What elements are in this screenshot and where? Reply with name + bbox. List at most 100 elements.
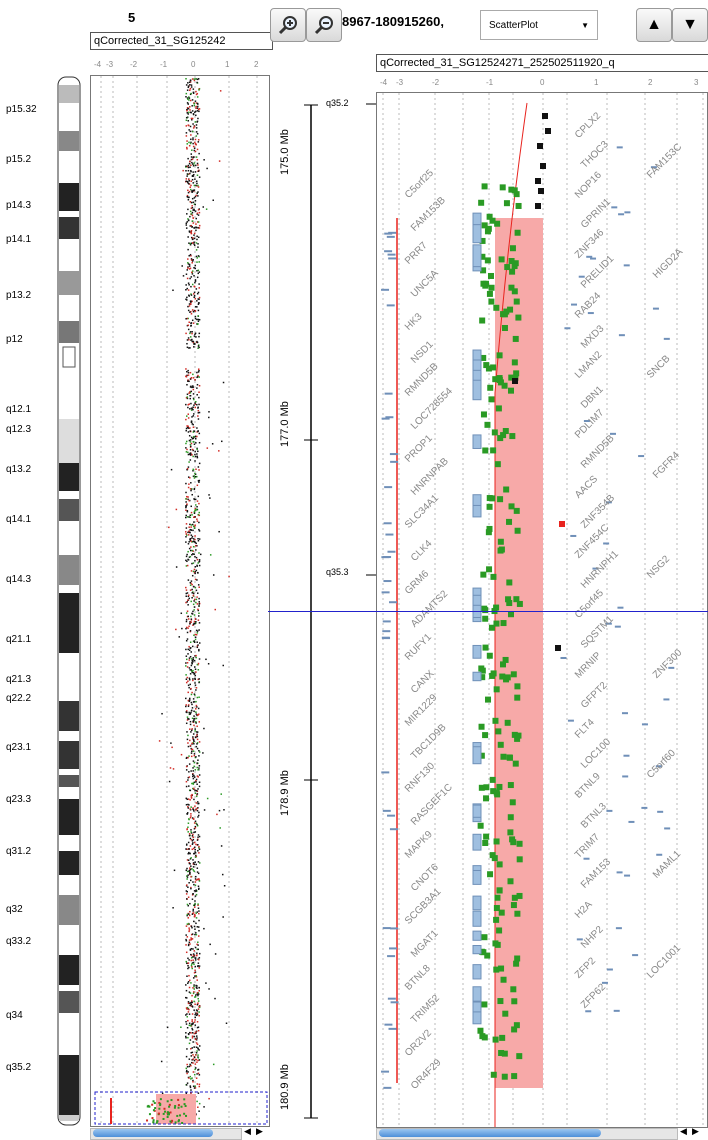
- left-scrollbar[interactable]: [90, 1128, 242, 1140]
- data-point: [198, 559, 201, 561]
- data-point: [198, 271, 201, 273]
- data-point: [192, 1062, 194, 1064]
- data-point: [496, 887, 503, 894]
- triangle-left-icon[interactable]: ◀: [680, 1126, 687, 1136]
- data-point: [187, 309, 190, 312]
- data-point: [198, 910, 200, 912]
- data-point: [196, 987, 198, 990]
- data-point: [191, 835, 194, 837]
- data-point: [190, 303, 192, 306]
- triangle-right-icon[interactable]: ▶: [256, 1126, 263, 1136]
- data-point: [189, 488, 192, 490]
- plot-type-select[interactable]: ScatterPlot ▼: [480, 10, 598, 40]
- data-point: [185, 601, 187, 604]
- data-point: [193, 710, 195, 713]
- data-point: [198, 1014, 200, 1017]
- data-point: [218, 530, 220, 533]
- triangle-right-icon[interactable]: ▶: [692, 1126, 699, 1136]
- left-scatter-panel[interactable]: [90, 75, 270, 1127]
- data-point: [197, 562, 199, 564]
- data-point: [195, 863, 197, 866]
- data-point: [182, 275, 185, 277]
- data-point: [188, 1008, 190, 1011]
- data-point: [192, 910, 194, 912]
- data-point: [512, 760, 519, 767]
- data-point: [186, 662, 189, 664]
- data-point: [208, 411, 210, 413]
- scroll-up-button[interactable]: ▲: [636, 8, 672, 42]
- data-point: [197, 993, 200, 995]
- data-point: [198, 391, 200, 393]
- right-track-label[interactable]: qCorrected_31_SG12524271_252502511920_q: [376, 54, 708, 72]
- data-point: [193, 346, 195, 348]
- data-point: [198, 1049, 200, 1051]
- data-point: [198, 432, 201, 435]
- data-point: [188, 124, 190, 127]
- data-point: [189, 84, 191, 86]
- data-point: [190, 313, 193, 315]
- data-point: [198, 957, 201, 959]
- data-point: [511, 288, 518, 295]
- data-point: [188, 190, 191, 193]
- data-point: [188, 1022, 191, 1025]
- data-point: [187, 417, 190, 419]
- data-point: [195, 164, 197, 167]
- right-scrollbar[interactable]: [376, 1128, 678, 1140]
- chromosome-ideogram[interactable]: [0, 75, 90, 1130]
- data-point: [195, 922, 197, 925]
- data-point: [187, 107, 190, 110]
- data-point: [194, 769, 197, 771]
- data-point: [192, 1085, 195, 1087]
- data-point: [185, 427, 188, 430]
- data-point: [507, 829, 514, 836]
- triangle-left-icon[interactable]: ◀: [244, 1126, 251, 1136]
- band-label: q21.3: [6, 674, 32, 685]
- data-point: [504, 719, 511, 726]
- data-point: [189, 277, 191, 280]
- data-point: [191, 206, 194, 209]
- scroll-down-button[interactable]: ▼: [672, 8, 708, 42]
- zoom-out-button[interactable]: [306, 8, 342, 42]
- data-point: [192, 807, 194, 809]
- data-point: [193, 798, 195, 801]
- data-point: [479, 667, 486, 674]
- data-point: [193, 753, 196, 755]
- left-track-label[interactable]: qCorrected_31_SG125242: [90, 32, 273, 50]
- data-point: [187, 374, 190, 376]
- data-point: [191, 691, 193, 694]
- data-point: [194, 475, 197, 478]
- data-point: [197, 538, 199, 540]
- right-scatter-panel[interactable]: C5orf25 FAM153B PRR7 UNC5A HK3 NSD1 RMND5B LOC7…: [376, 92, 708, 1128]
- data-point: [189, 673, 192, 675]
- data-point: [198, 469, 200, 471]
- data-point: [196, 107, 199, 109]
- data-point: [194, 636, 197, 639]
- data-point: [192, 657, 195, 659]
- data-point: [193, 740, 195, 743]
- data-point: [187, 826, 189, 828]
- data-point: [190, 876, 192, 878]
- gene-tick: [603, 542, 610, 545]
- data-point: [189, 111, 192, 114]
- data-point: [189, 172, 191, 175]
- data-point: [188, 1033, 190, 1036]
- data-point: [186, 383, 188, 386]
- zoom-in-button[interactable]: [270, 8, 306, 42]
- data-point: [194, 946, 197, 949]
- data-point: [193, 516, 195, 519]
- data-point: [197, 480, 200, 482]
- data-point: [216, 813, 218, 816]
- position-cursor-line[interactable]: [268, 611, 708, 612]
- data-point: [187, 717, 189, 720]
- data-point: [540, 163, 546, 169]
- band-label: q31.2: [6, 846, 32, 857]
- left-scroll-thumb[interactable]: [93, 1129, 213, 1137]
- data-point: [196, 235, 198, 238]
- data-point: [191, 782, 193, 785]
- data-point: [197, 166, 199, 169]
- data-point: [195, 156, 198, 158]
- right-scroll-thumb[interactable]: [379, 1129, 601, 1137]
- data-point: [209, 554, 212, 556]
- data-point: [195, 93, 198, 96]
- data-point: [506, 518, 513, 525]
